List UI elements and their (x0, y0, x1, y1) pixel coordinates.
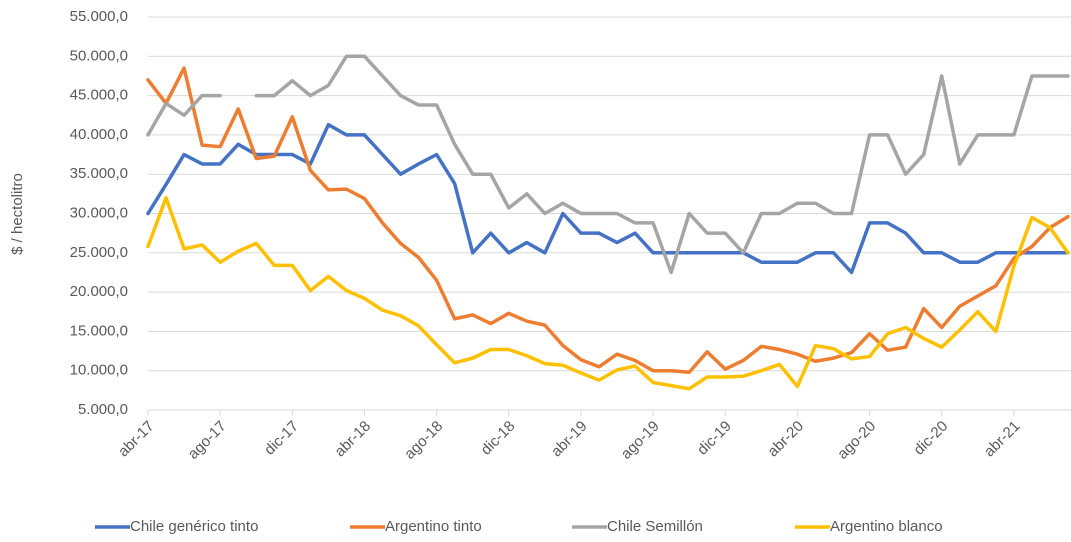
y-tick-label: 50.000,0 (70, 47, 128, 64)
y-tick-label: 25.000,0 (70, 244, 128, 261)
x-tick-label: dic-19 (694, 418, 735, 459)
series-line (146, 122, 1070, 275)
y-tick-label: 55.000,0 (70, 8, 128, 25)
x-tick-label: abr-17 (115, 418, 158, 461)
y-tick-label: 45.000,0 (70, 87, 128, 104)
series-line (146, 54, 1070, 275)
y-tick-label: 5.000,0 (78, 401, 128, 418)
y-tick-label: 15.000,0 (70, 322, 128, 339)
y-tick-label: 20.000,0 (70, 283, 128, 300)
x-tick-label: ago-20 (834, 418, 879, 463)
y-axis-label: $ / hectolitro (9, 173, 26, 255)
x-tick-label: abr-19 (548, 418, 591, 461)
x-tick-label: ago-19 (618, 418, 663, 463)
legend-label: Chile genérico tinto (130, 518, 258, 535)
x-tick-label: ago-17 (185, 418, 230, 463)
legend-label: Argentino blanco (830, 518, 943, 535)
x-tick-label: dic-20 (910, 418, 951, 459)
y-tick-label: 40.000,0 (70, 126, 128, 143)
x-tick-label: abr-20 (764, 418, 807, 461)
y-tick-label: 35.000,0 (70, 165, 128, 182)
x-tick-label: abr-18 (331, 418, 374, 461)
x-tick-label: dic-17 (261, 418, 302, 459)
legend-label: Chile Semillón (607, 518, 703, 535)
x-tick-label: abr-21 (981, 418, 1024, 461)
x-tick-label: ago-18 (401, 418, 446, 463)
legend-label: Argentino tinto (385, 518, 482, 535)
series-line (146, 66, 1070, 375)
x-tick-label: dic-18 (478, 418, 519, 459)
y-tick-label: 10.000,0 (70, 362, 128, 379)
y-tick-label: 30.000,0 (70, 204, 128, 221)
series-line (146, 196, 1070, 391)
